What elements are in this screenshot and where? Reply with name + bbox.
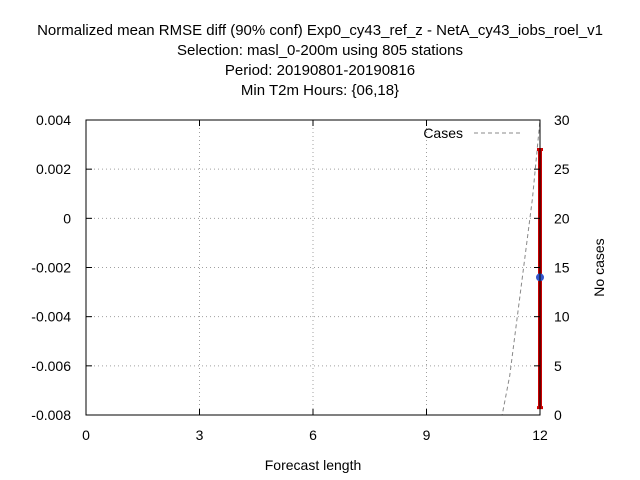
y2-tick-labels: 30 25 20 15 10 5 0 [554, 112, 570, 423]
tick-marks [85, 119, 541, 416]
title-line-3: Period: 20190801-20190816 [225, 62, 415, 79]
y-tick-label-4: -0.004 [31, 309, 71, 325]
x-tick-label-2: 6 [309, 427, 317, 443]
x-tick-label-1: 3 [196, 427, 204, 443]
y-tick-label-2: 0 [63, 210, 71, 226]
y-tick-labels: 0.004 0.002 0 -0.002 -0.004 -0.006 -0.008 [31, 112, 71, 423]
x-tick-label-4: 12 [532, 427, 548, 443]
legend: Cases [423, 125, 522, 141]
y2-tick-label-2: 20 [554, 210, 570, 226]
y2-tick-label-6: 0 [554, 407, 562, 423]
y-tick-label-0: 0.004 [36, 112, 71, 128]
x-tick-label-0: 0 [82, 427, 90, 443]
y2-tick-label-5: 5 [554, 358, 562, 374]
y-tick-label-5: -0.006 [31, 358, 71, 374]
title-line-1: Normalized mean RMSE diff (90% conf) Exp… [37, 22, 603, 39]
y-tick-label-3: -0.002 [31, 260, 71, 276]
y2-tick-label-3: 15 [554, 260, 570, 276]
y-tick-label-1: 0.002 [36, 161, 71, 177]
title-line-2: Selection: masl_0-200m using 805 station… [177, 42, 463, 59]
x-axis-label: Forecast length [265, 457, 362, 473]
legend-label: Cases [423, 125, 463, 141]
y2-axis-label: No cases [591, 238, 607, 296]
title-line-4: Min T2m Hours: {06,18} [241, 82, 399, 99]
y2-tick-label-0: 30 [554, 112, 570, 128]
y-tick-label-6: -0.008 [31, 407, 71, 423]
y2-tick-label-1: 25 [554, 161, 570, 177]
x-tick-label-3: 9 [423, 427, 431, 443]
grid [86, 120, 540, 415]
x-tick-labels: 0 3 6 9 12 [82, 427, 548, 443]
y2-tick-label-4: 10 [554, 309, 570, 325]
chart-title: Normalized mean RMSE diff (90% conf) Exp… [37, 22, 603, 99]
